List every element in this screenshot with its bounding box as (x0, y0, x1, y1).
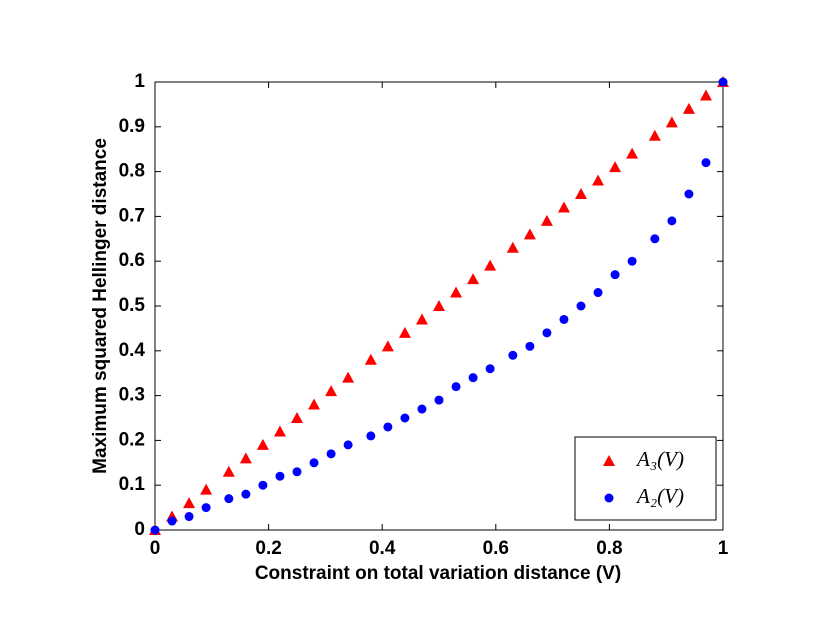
circle-point (576, 301, 586, 311)
triangle-point (273, 425, 286, 437)
triangle-point (575, 188, 587, 199)
y-tick-label: 0.8 (119, 161, 145, 182)
triangle-point (364, 353, 377, 365)
circle-point (667, 216, 677, 226)
circle-point (275, 471, 285, 481)
y-axis-label: Maximum squared Hellinger distance (90, 138, 111, 474)
circle-point (604, 493, 614, 503)
circle-point (258, 480, 268, 490)
y-tick-label: 0.3 (119, 385, 145, 406)
y-tick-label: 0.2 (119, 429, 145, 450)
y-tick-label: 0.6 (119, 250, 145, 271)
x-tick-label: 1 (718, 538, 729, 559)
triangle-point (200, 483, 213, 495)
y-tick-label: 0.4 (119, 340, 146, 361)
triangle-point (308, 398, 321, 410)
circle-point (542, 328, 552, 338)
triangle-point (325, 385, 338, 397)
x-tick-label: 0 (150, 538, 161, 559)
triangle-point (592, 174, 605, 186)
circle-point (383, 422, 393, 432)
circle-point (650, 234, 660, 244)
circle-point (167, 516, 177, 526)
y-tick-label: 0 (134, 519, 145, 540)
x-tick-label: 0.2 (255, 538, 281, 559)
x-axis-label: Constraint on total variation distance (… (255, 563, 621, 584)
circle-point (366, 431, 376, 441)
circle-point (292, 467, 302, 477)
x-tick-label: 0.4 (369, 538, 396, 559)
circle-point (593, 288, 603, 298)
circle-point (184, 512, 194, 522)
triangle-point (342, 371, 355, 383)
circle-point (201, 503, 211, 513)
triangle-point (540, 214, 553, 226)
triangle-point (648, 129, 661, 141)
circle-point (224, 494, 234, 504)
circle-point (701, 158, 711, 168)
triangle-point (626, 147, 639, 159)
triangle-point (682, 102, 695, 114)
circle-point (525, 341, 535, 351)
triangle-point (398, 326, 411, 338)
circle-point (417, 404, 427, 414)
circle-point (485, 364, 495, 374)
triangle-point (557, 201, 570, 213)
circle-point (309, 458, 319, 468)
triangle-point (450, 286, 463, 298)
legend-box (574, 436, 717, 521)
circle-point (241, 489, 251, 499)
triangle-point (256, 438, 269, 450)
triangle-point (699, 89, 712, 101)
legend-label: A₂(V) (635, 484, 684, 508)
triangle-point (183, 497, 196, 509)
circle-point (718, 77, 728, 87)
triangle-point (291, 412, 303, 423)
y-tick-label: 0.5 (119, 295, 146, 316)
triangle-point (665, 116, 678, 128)
circle-point (326, 449, 336, 459)
triangle-point (433, 300, 445, 311)
circle-point (468, 373, 478, 383)
circle-point (508, 350, 518, 360)
circle-point (150, 525, 160, 535)
circle-point (400, 413, 410, 423)
legend-label: A₃(V) (635, 447, 684, 471)
circle-point (434, 395, 444, 405)
circle-point (559, 314, 569, 324)
triangle-point (609, 161, 622, 173)
triangle-point (523, 228, 536, 240)
x-tick-label: 0.8 (596, 538, 622, 559)
triangle-point (467, 273, 480, 285)
circle-point (451, 382, 461, 392)
y-tick-label: 0.1 (119, 474, 146, 495)
triangle-point (484, 259, 497, 271)
triangle-point (381, 340, 394, 352)
circle-point (343, 440, 353, 450)
circle-point (610, 270, 620, 280)
triangle-point (603, 455, 615, 466)
circle-point (627, 256, 637, 266)
y-tick-label: 0.7 (119, 205, 145, 226)
y-tick-label: 0.9 (119, 116, 145, 137)
y-tick-label: 1 (134, 71, 145, 92)
x-tick-label: 0.6 (483, 538, 509, 559)
triangle-point (415, 313, 428, 325)
triangle-point (222, 465, 235, 477)
triangle-point (506, 241, 519, 253)
circle-point (684, 189, 694, 199)
triangle-point (239, 452, 252, 464)
